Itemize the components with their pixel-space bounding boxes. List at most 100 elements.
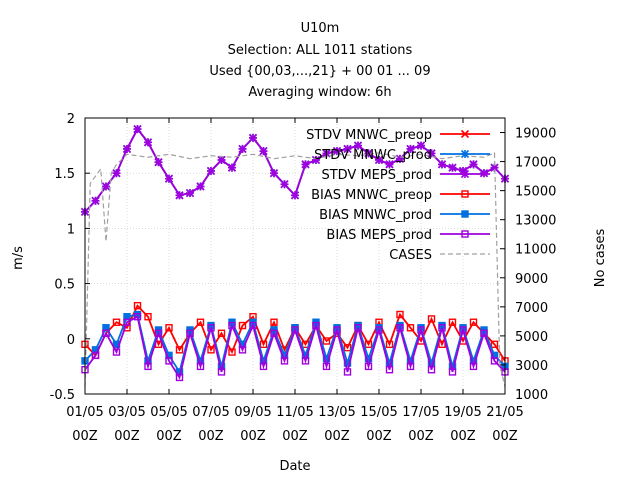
x-tick-label: 00Z bbox=[492, 429, 518, 444]
y-axis-label: m/s bbox=[11, 246, 26, 270]
data-point bbox=[270, 318, 278, 326]
data-point bbox=[291, 326, 299, 334]
x-tick-label: 00Z bbox=[366, 429, 392, 444]
data-point bbox=[123, 318, 131, 326]
data-point bbox=[165, 324, 173, 332]
data-point bbox=[343, 343, 352, 352]
data-point bbox=[207, 346, 215, 354]
data-point bbox=[259, 362, 268, 371]
data-point bbox=[238, 346, 247, 354]
x-tick-label: 21/05 bbox=[486, 405, 523, 420]
data-point bbox=[469, 362, 478, 371]
x-tick-label: 00Z bbox=[408, 429, 434, 444]
legend-label: STDV MEPS_prod bbox=[321, 168, 432, 183]
data-point bbox=[461, 230, 469, 238]
data-point bbox=[364, 362, 373, 371]
x-tick-label: 07/05 bbox=[192, 405, 229, 420]
data-point bbox=[206, 166, 216, 176]
data-point bbox=[480, 329, 488, 337]
data-point bbox=[259, 147, 268, 156]
data-point bbox=[154, 158, 163, 167]
legend-label: STDV MNWC_preop bbox=[306, 128, 432, 143]
data-point bbox=[102, 329, 110, 337]
data-point bbox=[469, 160, 478, 169]
x-tick-label: 01/05 bbox=[66, 405, 103, 420]
data-point bbox=[354, 324, 362, 332]
data-point bbox=[133, 301, 142, 310]
data-point bbox=[185, 189, 195, 198]
data-point bbox=[91, 196, 100, 205]
data-point bbox=[364, 149, 373, 158]
x-axis-label: Date bbox=[279, 459, 310, 474]
series-line bbox=[84, 315, 506, 380]
data-point bbox=[280, 357, 289, 365]
data-point bbox=[144, 313, 152, 321]
x-axis: 01/05 00Z 03/05 00Z 05/05 00Z 07/05 00Z 09/05 00Z… bbox=[66, 118, 524, 444]
data-point bbox=[322, 337, 331, 345]
x-tick-label: 03/05 bbox=[108, 405, 145, 420]
data-point bbox=[228, 321, 236, 330]
y-axis: -0.5 0 0.5 1 1.5 2 bbox=[50, 112, 90, 403]
data-point bbox=[269, 169, 279, 178]
data-point bbox=[259, 340, 268, 349]
data-point bbox=[406, 362, 415, 371]
y2-tick-label: 3000 bbox=[515, 359, 548, 374]
y-tick-label: 0 bbox=[67, 333, 75, 348]
y-tick-label: 1.5 bbox=[54, 167, 75, 182]
data-point bbox=[112, 318, 121, 326]
data-point bbox=[175, 346, 184, 354]
data-point bbox=[406, 144, 415, 153]
data-point bbox=[490, 340, 499, 349]
data-point bbox=[175, 373, 184, 382]
y2-tick-label: 9000 bbox=[515, 272, 548, 287]
data-point bbox=[448, 368, 457, 376]
data-point bbox=[290, 191, 300, 200]
x-tick-label: 00Z bbox=[450, 429, 476, 444]
y2-axis: 1000 3000 5000 7000 9000 11000 13000 15000 17000… bbox=[500, 127, 556, 403]
x-tick-label: 00Z bbox=[198, 429, 224, 444]
data-point bbox=[427, 366, 436, 374]
y-tick-label: 2 bbox=[67, 112, 75, 127]
data-point bbox=[332, 147, 342, 156]
x-tick-label: 00Z bbox=[324, 429, 350, 444]
data-point bbox=[133, 124, 142, 134]
data-point bbox=[196, 318, 205, 326]
title-line-2: Selection: ALL 1011 stations bbox=[228, 43, 413, 58]
data-point bbox=[375, 326, 383, 334]
data-point bbox=[438, 324, 446, 332]
x-tick-label: 05/05 bbox=[150, 405, 187, 420]
y2-tick-label: 17000 bbox=[515, 156, 556, 171]
y-tick-label: -0.5 bbox=[50, 388, 75, 403]
data-point bbox=[385, 366, 394, 374]
data-point bbox=[217, 155, 226, 165]
data-point bbox=[207, 324, 215, 332]
data-point bbox=[280, 180, 289, 189]
data-point bbox=[248, 133, 258, 142]
y2-tick-label: 5000 bbox=[515, 330, 548, 345]
data-point bbox=[217, 329, 226, 337]
data-point bbox=[217, 368, 226, 376]
data-point bbox=[112, 169, 121, 178]
data-point bbox=[227, 163, 237, 172]
data-point bbox=[343, 368, 352, 376]
data-point bbox=[416, 141, 426, 150]
data-point bbox=[122, 144, 132, 153]
data-point bbox=[385, 160, 394, 169]
x-tick-label: 00Z bbox=[72, 429, 98, 444]
x-tick-label: 11/05 bbox=[276, 405, 313, 420]
data-point bbox=[461, 190, 469, 198]
title-line-1: U10m bbox=[301, 21, 340, 36]
x-tick-label: 00Z bbox=[282, 429, 308, 444]
data-point bbox=[238, 321, 247, 330]
data-point bbox=[154, 329, 163, 337]
data-point bbox=[322, 149, 331, 158]
grid bbox=[84, 117, 506, 395]
data-point bbox=[396, 310, 404, 319]
data-point bbox=[333, 326, 341, 334]
data-point bbox=[164, 174, 174, 183]
y2-tick-label: 11000 bbox=[515, 243, 556, 258]
data-point bbox=[490, 357, 499, 365]
legend-label: BIAS MNWC_prod bbox=[319, 208, 432, 223]
data-point bbox=[427, 149, 436, 158]
